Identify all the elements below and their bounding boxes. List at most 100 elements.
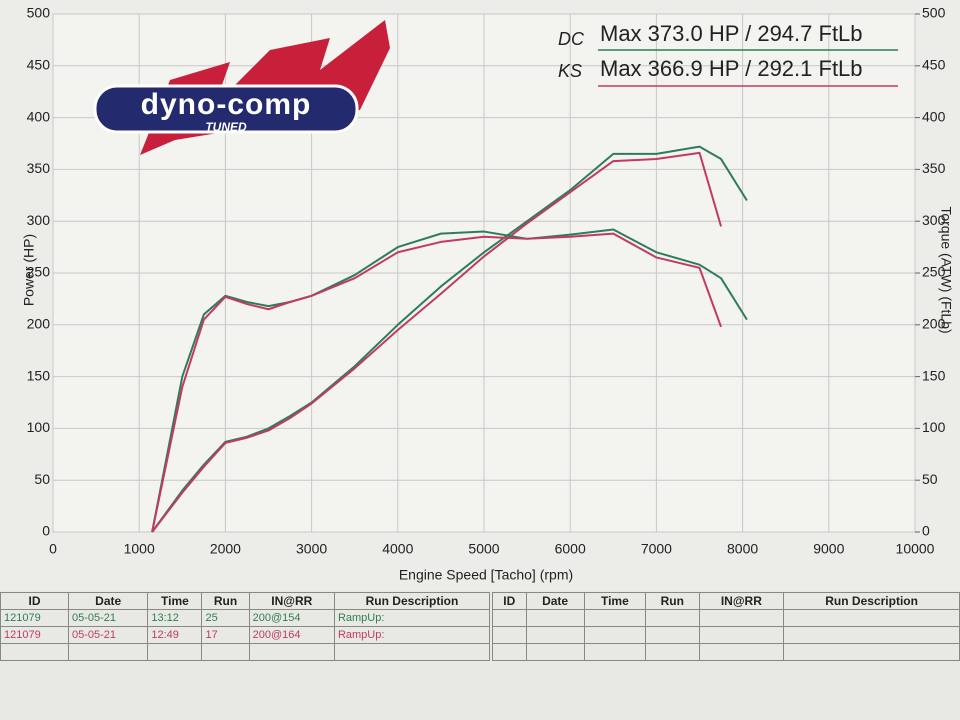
- series-line: [151, 145, 748, 533]
- header-cell: Run Description: [783, 592, 960, 610]
- table-cell: [492, 643, 527, 661]
- table-cell: [698, 643, 785, 661]
- table-cell: [698, 626, 785, 644]
- x-tick-label: 10000: [896, 541, 935, 557]
- series-line: [151, 228, 748, 533]
- y-axis-label: Power (HP): [21, 234, 37, 306]
- y-tick-label: 450: [27, 57, 51, 73]
- header-cell: Time: [583, 592, 647, 610]
- table-cell: [783, 609, 960, 627]
- table-cell: [525, 609, 585, 627]
- chart: dyno-comp TUNED 0 50 100 150 200 250 300 350 400…: [20, 4, 955, 583]
- y2-tick-label: 100: [922, 419, 946, 435]
- header-row: ID Date Time Run IN@RR Run Description: [492, 592, 960, 610]
- lines: [151, 145, 748, 533]
- header-cell: Date: [525, 592, 585, 610]
- x-tick-label: 6000: [555, 541, 586, 557]
- table-cell: RampUp:: [333, 626, 491, 644]
- y2-tick-label: 400: [922, 108, 946, 124]
- series-line: [151, 232, 722, 533]
- table-cell: [783, 626, 960, 644]
- table-cell: 12:49: [147, 626, 203, 644]
- table-cell: 17: [201, 626, 250, 644]
- table-cell: 121079: [0, 626, 69, 644]
- logo: dyno-comp TUNED: [93, 20, 390, 155]
- table-row: [492, 609, 960, 627]
- x-tick-label: 5000: [468, 541, 499, 557]
- table-cell: [492, 626, 527, 644]
- x-tick-label: 8000: [727, 541, 758, 557]
- table-cell: [67, 643, 149, 661]
- y2-tick-label: 150: [922, 367, 946, 383]
- y2-tick-label: 350: [922, 160, 946, 176]
- y-tick-label: 100: [27, 419, 51, 435]
- table-cell: [333, 643, 491, 661]
- y2-tick-label: 0: [922, 523, 930, 539]
- table-cell: [645, 609, 700, 627]
- x-tick-label: 4000: [382, 541, 413, 557]
- run-table-right: ID Date Time Run IN@RR Run Description: [492, 592, 960, 661]
- table-row: 121079 05-05-21 13:12 25 200@154 RampUp:: [0, 609, 491, 627]
- ticks: 0501001502002503003504004505000501001502…: [27, 5, 946, 557]
- table-cell: 13:12: [147, 609, 203, 627]
- table-cell: 200@154: [248, 609, 335, 627]
- y2-tick-label: 500: [922, 5, 946, 21]
- run-table: ID Date Time Run IN@RR Run Description 121079 0…: [0, 592, 491, 661]
- header-cell: Run: [645, 592, 700, 610]
- header-cell: Date: [67, 592, 149, 610]
- table-cell: [583, 626, 647, 644]
- y-tick-label: 250: [27, 264, 51, 280]
- table-cell: [645, 643, 700, 661]
- table-cell: [525, 643, 585, 661]
- x-tick-label: 1000: [124, 541, 155, 557]
- table-cell: [248, 643, 335, 661]
- x-tick-label: 3000: [296, 541, 327, 557]
- table-row: 121079 05-05-21 12:49 17 200@164 RampUp:: [0, 626, 491, 644]
- y2-tick-label: 250: [922, 264, 946, 280]
- table-cell: RampUp:: [333, 609, 491, 627]
- x-tick-label: 0: [49, 541, 57, 557]
- table-cell: [583, 609, 647, 627]
- table-cell: [645, 626, 700, 644]
- y-tick-label: 500: [27, 5, 51, 21]
- annotation: DC: [558, 29, 585, 49]
- table-cell: [147, 643, 203, 661]
- header-cell: ID: [0, 592, 69, 610]
- y-tick-label: 400: [27, 108, 51, 124]
- header-cell: IN@RR: [698, 592, 785, 610]
- y-tick-label: 150: [27, 367, 51, 383]
- y2-tick-label: 450: [922, 57, 946, 73]
- x-tick-label: 9000: [813, 541, 844, 557]
- table-cell: [783, 643, 960, 661]
- y2-tick-label: 200: [922, 316, 946, 332]
- x-tick-label: 7000: [641, 541, 672, 557]
- annotation: Max 366.9 HP / 292.1 FtLb: [600, 56, 863, 81]
- series-line: [151, 151, 723, 533]
- table-cell: [698, 609, 785, 627]
- y-tick-label: 200: [27, 316, 51, 332]
- table-cell: 05-05-21: [67, 626, 149, 644]
- header-cell: Time: [147, 592, 203, 610]
- x-axis-label: Engine Speed [Tacho] (rpm): [399, 567, 573, 583]
- annotation: Max 373.0 HP / 294.7 FtLb: [600, 21, 863, 46]
- annotation: KS: [558, 61, 582, 81]
- y-tick-label: 300: [27, 212, 51, 228]
- y2-tick-label: 50: [922, 471, 938, 487]
- header-cell: ID: [492, 592, 527, 610]
- header-cell: Run: [201, 592, 250, 610]
- table-cell: 200@164: [248, 626, 335, 644]
- table-cell: 121079: [0, 609, 69, 627]
- table-cell: [492, 609, 527, 627]
- table-cell: [583, 643, 647, 661]
- table-row: [0, 643, 491, 661]
- table-cell: [201, 643, 250, 661]
- x-tick-label: 2000: [210, 541, 241, 557]
- y-tick-label: 50: [34, 471, 50, 487]
- table-cell: [525, 626, 585, 644]
- y-tick-label: 350: [27, 160, 51, 176]
- y2-axis-label: Torque (ATW) (FtLb): [938, 206, 954, 333]
- table-cell: [0, 643, 69, 661]
- logo-badge: [93, 84, 359, 134]
- header-cell: IN@RR: [248, 592, 335, 610]
